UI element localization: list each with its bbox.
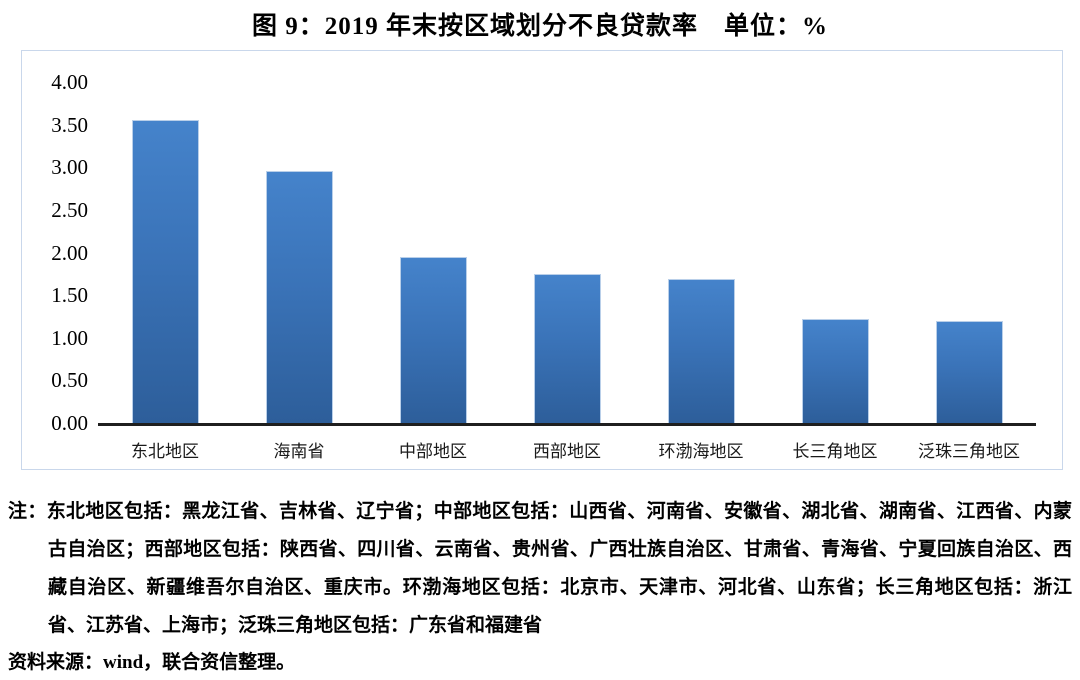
- x-axis-label: 泛珠三角地区: [918, 442, 1020, 461]
- bar-slot: [902, 82, 1036, 423]
- bar-东北地区: [131, 120, 199, 423]
- x-axis-label: 中部地区: [399, 442, 467, 461]
- x-axis-labels: 东北地区 海南省 中部地区 西部地区 环渤海地区 长三角地区 泛珠三角地区: [98, 437, 1036, 462]
- y-tick-label: 3.00: [51, 155, 88, 180]
- chart-title: 图 9：2019 年末按区域划分不良贷款率 单位：%: [251, 13, 828, 40]
- bar-泛珠三角地区: [935, 320, 1003, 423]
- y-tick-label: 4.00: [51, 70, 88, 94]
- bar-中部地区: [399, 256, 467, 423]
- x-axis-label: 海南省: [273, 442, 325, 461]
- y-tick-label: 1.50: [51, 283, 88, 308]
- x-axis-label: 西部地区: [533, 442, 601, 461]
- y-axis-labels: 4.00 3.50 3.00 2.50 2.00 1.50 1.00 0.50 0.00: [22, 51, 98, 469]
- bar-slot: [232, 82, 366, 423]
- footnote-line: 省、江苏省、上海市；泛珠三角地区包括：广东省和福建省: [48, 615, 543, 636]
- x-axis-label: 长三角地区: [792, 442, 878, 461]
- bar-slot: [98, 82, 232, 423]
- y-tick-label: 2.50: [51, 197, 88, 222]
- footnote-line: 古自治区；西部地区包括：陕西省、四川省、云南省、贵州省、广西壮族自治区、甘肃省、…: [48, 539, 1072, 560]
- bar-slot: [768, 82, 902, 423]
- x-axis-label: 环渤海地区: [658, 442, 744, 461]
- bar-slot: [366, 82, 500, 423]
- chart-frame: 4.00 3.50 3.00 2.50 2.00 1.50 1.00 0.50 0.00 东北地…: [21, 50, 1063, 470]
- bar-slot: [500, 82, 634, 423]
- bar-西部地区: [533, 273, 601, 423]
- plot-area: [98, 82, 1036, 426]
- plot-wrap: 东北地区 海南省 中部地区 西部地区 环渤海地区 长三角地区 泛珠三角地区: [98, 82, 1036, 462]
- y-tick-label: 0.00: [51, 411, 88, 435]
- y-tick-label: 3.50: [51, 112, 88, 137]
- footnote-line: 注：东北地区包括：黑龙江省、吉林省、辽宁省；中部地区包括：山西省、河南省、安徽省…: [8, 501, 1072, 522]
- bar-长三角地区: [801, 319, 869, 423]
- bar-环渤海地区: [667, 278, 735, 423]
- y-tick-label: 2.00: [51, 240, 88, 265]
- bar-海南省: [265, 170, 333, 423]
- bar-slot: [634, 82, 768, 423]
- y-tick-label: 0.50: [51, 368, 88, 393]
- x-axis-label: 东北地区: [131, 442, 199, 461]
- footnote-line: 藏自治区、新疆维吾尔自治区、重庆市。环渤海地区包括：北京市、天津市、河北省、山东…: [48, 577, 1072, 598]
- y-tick-label: 1.00: [51, 325, 88, 350]
- footnote: 注：东北地区包括：黑龙江省、吉林省、辽宁省；中部地区包括：山西省、河南省、安徽省…: [8, 493, 1072, 645]
- source-line: 资料来源：wind，联合资信整理。: [8, 652, 296, 673]
